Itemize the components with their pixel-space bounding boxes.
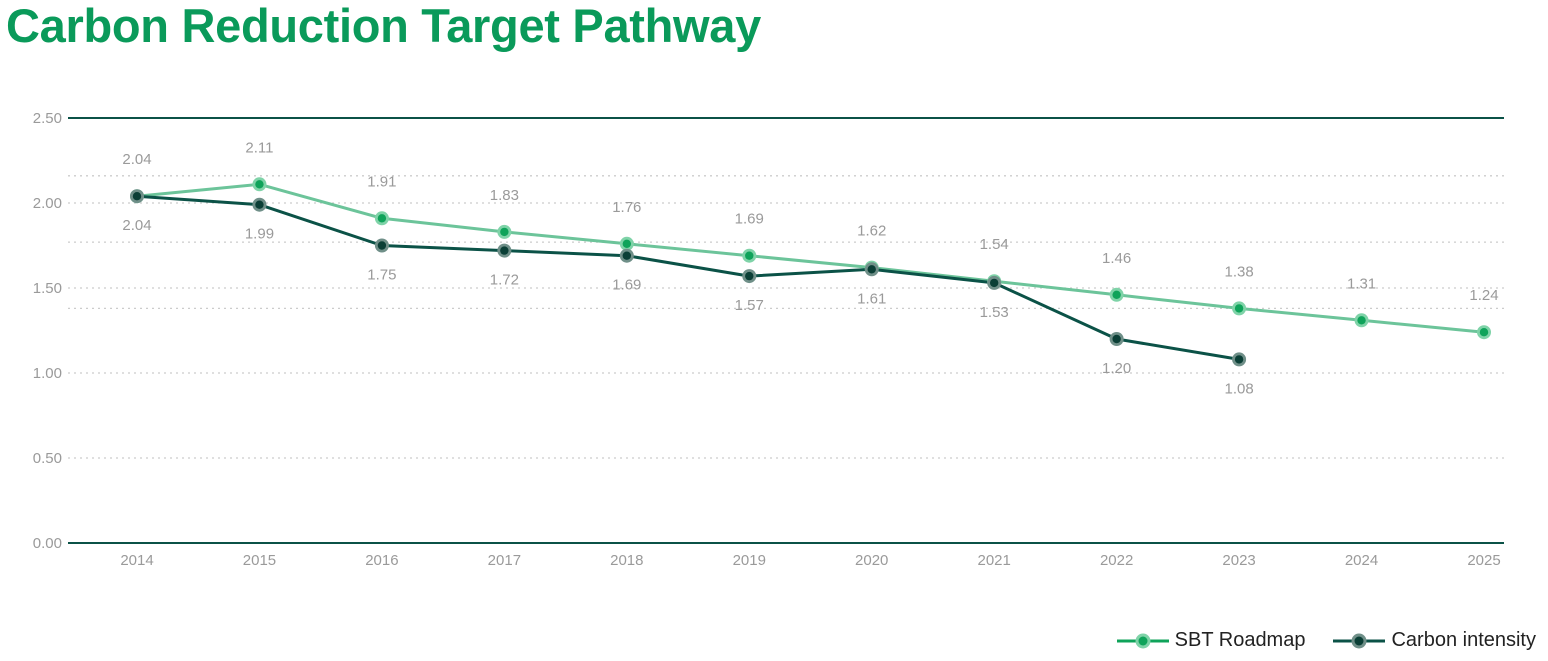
data-point-carbon-intensity[interactable]: [742, 269, 757, 284]
legend-swatch-sbt-roadmap: [1116, 633, 1169, 648]
data-point-sbt-roadmap[interactable]: [742, 248, 757, 263]
data-point-sbt-roadmap[interactable]: [374, 211, 389, 226]
data-point-carbon-intensity[interactable]: [619, 248, 634, 263]
data-point-sbt-roadmap[interactable]: [1354, 313, 1369, 328]
data-point-sbt-roadmap[interactable]: [1109, 287, 1124, 302]
data-label-carbon-intensity: 2.04: [122, 217, 151, 234]
legend-item-carbon-intensity[interactable]: Carbon intensity: [1333, 629, 1536, 652]
x-tick-label: 2015: [243, 552, 276, 569]
data-label-sbt-roadmap: 1.83: [490, 187, 519, 204]
data-label-sbt-roadmap: 1.38: [1224, 263, 1253, 280]
x-tick-label: 2022: [1100, 552, 1133, 569]
data-point-sbt-roadmap[interactable]: [619, 236, 634, 251]
data-label-carbon-intensity: 1.57: [735, 297, 764, 314]
x-tick-label: 2020: [855, 552, 888, 569]
y-tick-label: 2.00: [33, 195, 62, 212]
data-point-sbt-roadmap[interactable]: [497, 224, 512, 239]
data-point-sbt-roadmap[interactable]: [252, 177, 267, 192]
data-label-sbt-roadmap: 1.76: [612, 199, 641, 216]
data-label-carbon-intensity: 1.69: [612, 277, 641, 294]
x-tick-label: 2024: [1345, 552, 1378, 569]
data-point-carbon-intensity[interactable]: [1232, 352, 1247, 367]
y-tick-label: 1.00: [33, 365, 62, 382]
data-point-sbt-roadmap[interactable]: [1232, 301, 1247, 316]
x-tick-label: 2021: [977, 552, 1010, 569]
legend-label-carbon-intensity: Carbon intensity: [1391, 629, 1536, 651]
data-label-sbt-roadmap: 2.11: [245, 139, 273, 156]
data-label-sbt-roadmap: 2.04: [122, 151, 151, 168]
chart-legend: SBT Roadmap Carbon intensity: [1116, 629, 1536, 652]
data-label-sbt-roadmap: 1.24: [1469, 287, 1498, 304]
data-point-carbon-intensity[interactable]: [864, 262, 879, 277]
y-tick-label: 1.50: [33, 280, 62, 297]
y-tick-label: 0.50: [33, 450, 62, 467]
legend-label-sbt-roadmap: SBT Roadmap: [1174, 629, 1306, 651]
data-label-carbon-intensity: 1.61: [857, 290, 886, 307]
data-label-layer: 2.04 2.11 1.91 1.83 1.76 1.69 1.62 1.54 1.46 1.38…: [122, 139, 1498, 397]
grid-layer: [68, 117, 1504, 544]
x-tick-label: 2014: [120, 552, 153, 569]
x-tick-label: 2019: [733, 552, 766, 569]
data-label-sbt-roadmap: 1.46: [1102, 250, 1131, 267]
data-label-sbt-roadmap: 1.69: [735, 211, 764, 228]
data-label-carbon-intensity: 1.08: [1224, 380, 1253, 397]
x-tick-label: 2016: [365, 552, 398, 569]
chart-title: Carbon Reduction Target Pathway: [6, 0, 761, 52]
legend-item-sbt-roadmap[interactable]: SBT Roadmap: [1116, 629, 1306, 652]
y-tick-label: 2.50: [33, 110, 62, 127]
x-tick-label: 2025: [1467, 552, 1500, 569]
data-label-carbon-intensity: 1.53: [980, 304, 1009, 321]
data-label-carbon-intensity: 1.99: [245, 226, 274, 243]
data-label-carbon-intensity: 1.20: [1102, 360, 1131, 377]
data-label-sbt-roadmap: 1.54: [980, 236, 1009, 253]
data-point-sbt-roadmap[interactable]: [1477, 325, 1491, 340]
data-point-carbon-intensity[interactable]: [987, 275, 1002, 290]
legend-swatch-carbon-intensity: [1333, 633, 1386, 648]
y-tick-label: 0.00: [33, 535, 62, 552]
data-label-sbt-roadmap: 1.62: [857, 223, 886, 240]
x-tick-label: 2017: [488, 552, 521, 569]
data-label-carbon-intensity: 1.75: [367, 267, 396, 284]
axis-layer: 0.00 0.50 1.00 1.50 2.00 2.50 2014 2015 2016 2017…: [33, 110, 1501, 569]
series-line-sbt-roadmap: [136, 182, 1485, 334]
series-layer: [130, 177, 1491, 367]
data-point-carbon-intensity[interactable]: [252, 197, 267, 212]
data-point-carbon-intensity[interactable]: [374, 238, 389, 253]
data-label-sbt-roadmap: 1.91: [367, 173, 396, 190]
data-point-carbon-intensity[interactable]: [497, 243, 512, 258]
data-label-sbt-roadmap: 1.31: [1347, 275, 1376, 292]
data-point-carbon-intensity[interactable]: [1109, 332, 1124, 346]
series-line-carbon-intensity: [136, 194, 1240, 361]
data-label-carbon-intensity: 1.72: [490, 272, 519, 289]
data-point-carbon-intensity[interactable]: [130, 189, 144, 204]
x-tick-label: 2018: [610, 552, 643, 569]
x-tick-label: 2023: [1222, 552, 1255, 569]
